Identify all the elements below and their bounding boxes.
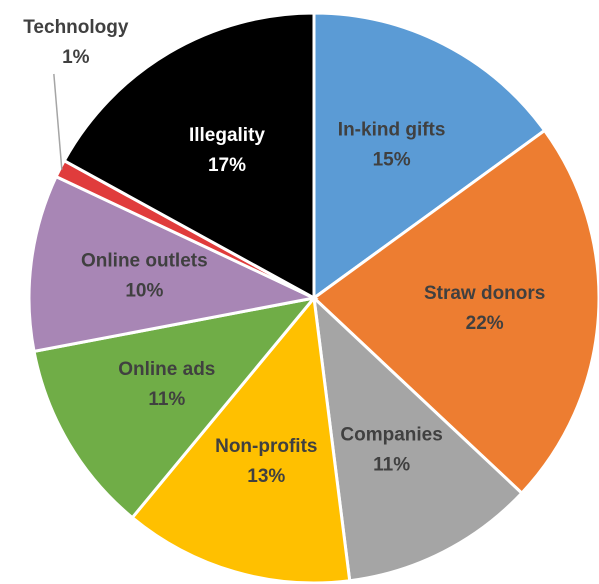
slice-value-label: 17% xyxy=(208,155,246,176)
slice-label: Companies xyxy=(340,424,442,445)
slice-value-label: 1% xyxy=(62,47,90,68)
pie-slice xyxy=(27,174,319,354)
slice-label: In-kind gifts xyxy=(338,120,446,141)
pie-slice xyxy=(311,294,524,583)
slice-label: Non-profits xyxy=(215,436,317,457)
pie-slice xyxy=(62,11,316,301)
slice-value-label: 15% xyxy=(373,150,411,171)
slice-value-label: 13% xyxy=(247,466,285,487)
slice-label: Technology xyxy=(23,17,129,38)
leader-line xyxy=(53,73,63,170)
slice-value-label: 10% xyxy=(125,281,163,302)
slice-value-label: 11% xyxy=(373,454,410,475)
pie-slice xyxy=(32,295,318,520)
pie-slice xyxy=(130,294,352,584)
slice-label: Online outlets xyxy=(81,251,208,272)
slice-value-label: 22% xyxy=(466,313,504,334)
slice-value-label: 11% xyxy=(148,389,185,410)
slice-label: Illegality xyxy=(189,125,265,146)
slice-label: Straw donors xyxy=(424,283,545,304)
pie-slice xyxy=(312,11,547,301)
slice-label: Online ads xyxy=(118,359,215,380)
pie-slice xyxy=(311,128,599,496)
